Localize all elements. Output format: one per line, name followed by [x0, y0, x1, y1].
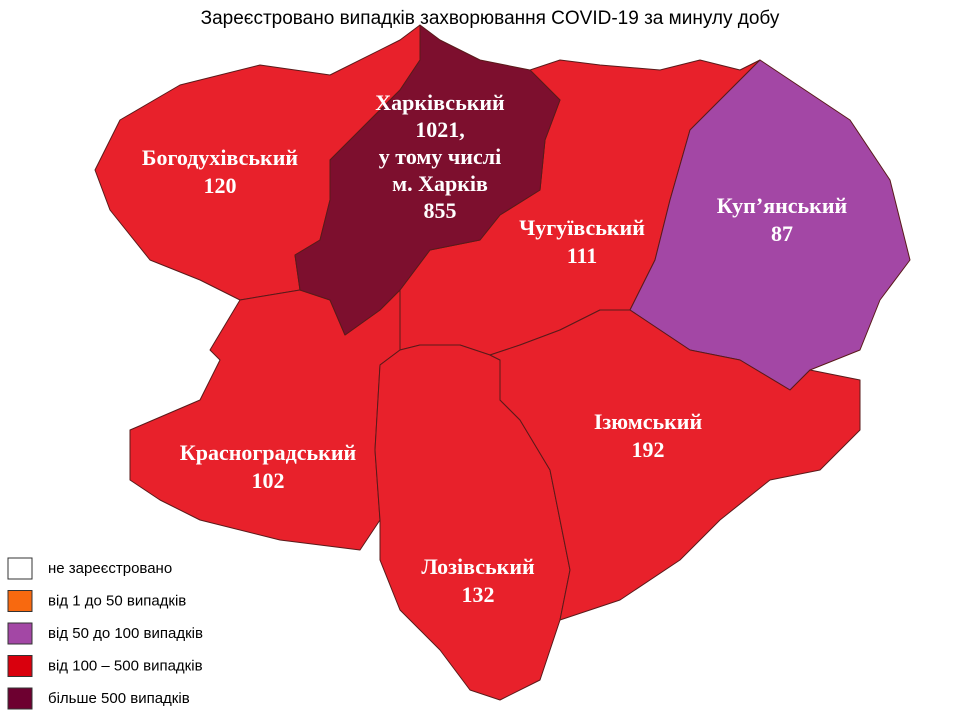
region: [294, 24, 561, 336]
region-label: 132: [462, 582, 495, 607]
region-label: Харківський: [375, 90, 505, 115]
region-label: м. Харків: [392, 171, 488, 196]
region-label: Богодухівський: [142, 145, 298, 170]
region: [129, 289, 401, 551]
legend-label: більше 500 випадків: [48, 690, 190, 707]
legend-swatch: [7, 557, 33, 580]
region-label: 192: [632, 437, 665, 462]
legend-swatch: [7, 622, 33, 645]
legend-label: від 50 до 100 випадків: [48, 625, 203, 642]
region-label: 87: [771, 221, 793, 246]
region-label: у тому числі: [379, 144, 501, 169]
region-label: 1021,: [415, 117, 465, 142]
region-label: Лозівський: [421, 554, 535, 579]
region-label: Красноградський: [180, 440, 357, 465]
region-label: 102: [252, 468, 285, 493]
legend-swatch: [7, 590, 33, 612]
legend-label: від 100 – 500 випадків: [48, 657, 203, 674]
legend-label: не зареєстровано: [48, 560, 172, 577]
legend-swatch: [7, 687, 33, 710]
region: [489, 309, 861, 621]
region-label: Чугуївський: [519, 215, 645, 240]
region-label: 120: [204, 173, 237, 198]
region-label: 855: [424, 198, 457, 223]
region-label: Ізюмський: [594, 409, 703, 434]
region-label: Куп’янський: [717, 193, 848, 218]
legend-label: від 1 до 50 випадків: [48, 592, 186, 609]
map-title: Зареєстровано випадків захворювання COVI…: [201, 8, 780, 29]
legend-swatch: [7, 655, 33, 677]
region-label: 111: [567, 243, 598, 268]
